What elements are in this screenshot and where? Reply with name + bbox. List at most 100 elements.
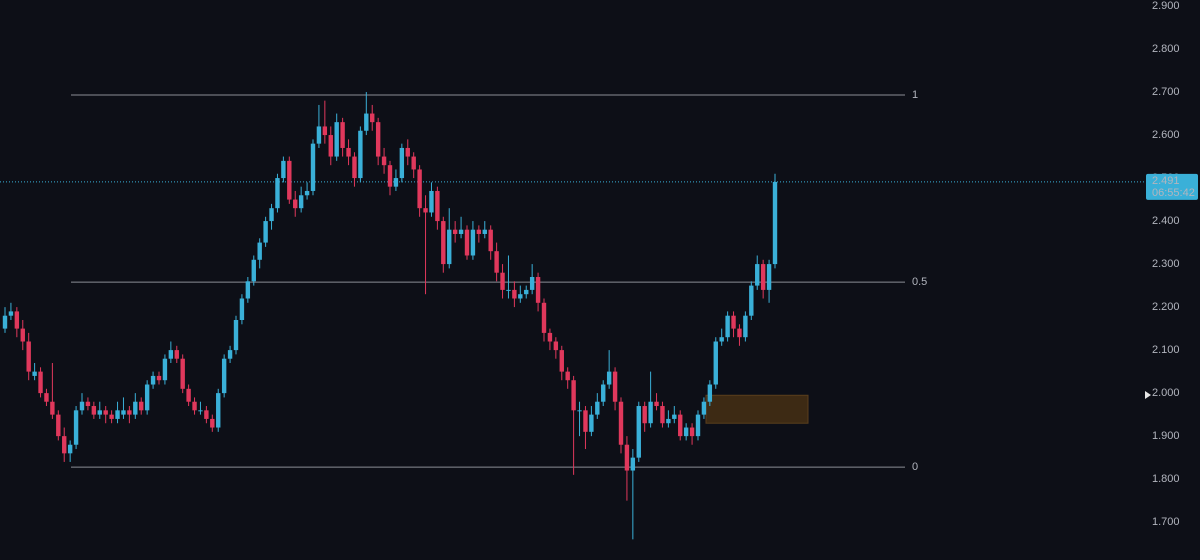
candle-body <box>760 264 766 290</box>
candle-body <box>227 350 233 359</box>
last-price-box <box>1146 173 1198 200</box>
candle-body <box>606 371 612 385</box>
candle-body <box>470 229 476 256</box>
candle-body <box>695 414 701 437</box>
candle-body <box>127 410 132 415</box>
candle-body <box>429 190 434 213</box>
candle-body <box>174 350 179 359</box>
y-tick-label: 2.400 <box>1152 215 1180 227</box>
candle-body <box>375 122 381 157</box>
candle-body <box>8 311 14 316</box>
candle-body <box>287 160 292 200</box>
zone-box <box>705 394 809 424</box>
candle-body <box>672 414 677 419</box>
candle-body <box>737 328 742 338</box>
candle-body <box>156 375 162 381</box>
candle-body <box>772 181 778 265</box>
candle-body <box>32 371 37 376</box>
candle-body <box>340 122 345 148</box>
candle-body <box>103 410 108 415</box>
candle-body <box>393 178 399 187</box>
candle-body <box>666 418 671 424</box>
candle-body <box>618 401 624 445</box>
candle-body <box>458 229 464 234</box>
candle-body <box>121 410 126 415</box>
candle-body <box>192 401 197 411</box>
candle-body <box>559 350 564 372</box>
candle-body <box>245 281 251 299</box>
candle-body <box>464 229 470 256</box>
candle-body <box>529 276 535 290</box>
candle-body <box>387 165 393 187</box>
candle-body <box>257 242 262 260</box>
candle-body <box>322 126 328 136</box>
candle-body <box>133 401 138 415</box>
candle-body <box>67 444 73 454</box>
candle-body <box>524 289 529 295</box>
candle-body <box>281 160 286 179</box>
candle-body <box>210 418 215 428</box>
candle-body <box>109 414 114 419</box>
candle-body <box>612 371 618 402</box>
candle-body <box>589 414 594 432</box>
fib-label: 0 <box>912 461 918 473</box>
candle-body <box>447 229 452 265</box>
fib-label: 1 <box>912 89 918 101</box>
candle-body <box>139 401 144 411</box>
candle-body <box>144 384 150 411</box>
candle-body <box>97 410 102 415</box>
candle-body <box>73 410 79 445</box>
candle-body <box>352 156 357 179</box>
candle-body <box>381 156 387 166</box>
candle-body <box>316 126 322 144</box>
candle-body <box>269 208 274 222</box>
candle-body <box>601 384 606 402</box>
candle-body <box>85 401 91 407</box>
y-tick-label: 1.900 <box>1152 430 1180 442</box>
candle-body <box>731 315 736 329</box>
candle-body <box>44 393 49 402</box>
candle-body <box>648 401 653 424</box>
candle-body <box>719 337 724 342</box>
candle-body <box>743 315 748 338</box>
candle-body <box>435 190 440 222</box>
candle-body <box>275 178 280 209</box>
candle-body <box>749 285 754 316</box>
candle-body <box>565 371 570 381</box>
countdown-label: 06:55:42 <box>1152 187 1195 199</box>
candle-body <box>624 444 630 471</box>
candle-body <box>233 320 239 351</box>
candle-body <box>476 229 482 234</box>
candle-body <box>50 401 55 415</box>
candle-body <box>654 401 659 407</box>
candle-body <box>38 371 43 394</box>
candle-body <box>2 315 8 329</box>
candle-body <box>216 393 221 428</box>
candle-body <box>512 289 517 299</box>
y-tick-label: 2.800 <box>1152 43 1180 55</box>
candle-body <box>423 208 428 213</box>
candle-body <box>506 289 511 291</box>
candle-body <box>115 410 120 419</box>
candle-body <box>79 401 85 411</box>
y-tick-label: 2.700 <box>1152 86 1180 98</box>
y-tick-label: 2.900 <box>1152 0 1180 12</box>
candle-body <box>630 457 636 471</box>
fib-label: 0.5 <box>912 276 927 288</box>
candle-body <box>452 229 458 234</box>
candle-body <box>417 169 422 209</box>
candle-body <box>755 264 760 286</box>
y-tick-label: 2.000 <box>1152 387 1180 399</box>
y-tick-label: 1.800 <box>1152 473 1180 485</box>
candle-body <box>346 147 351 157</box>
candle-body <box>14 311 20 329</box>
candle-body <box>221 358 227 394</box>
candle-body <box>535 276 541 303</box>
candle-body <box>518 294 523 299</box>
y-tick-label: 1.700 <box>1152 516 1180 528</box>
candle-body <box>150 375 156 385</box>
candle-body <box>405 147 410 157</box>
